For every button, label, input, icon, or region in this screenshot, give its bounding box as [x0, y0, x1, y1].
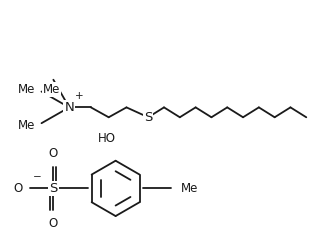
Text: O: O	[49, 147, 58, 160]
Text: Me: Me	[43, 83, 60, 96]
Text: Me: Me	[18, 83, 36, 96]
Text: Me: Me	[181, 182, 198, 195]
Text: S: S	[49, 182, 57, 195]
Text: N: N	[64, 101, 74, 114]
Text: Me: Me	[18, 119, 36, 132]
Text: HO: HO	[98, 132, 116, 146]
Text: O: O	[14, 182, 23, 195]
Text: +: +	[75, 91, 83, 101]
Text: −: −	[33, 172, 42, 182]
Text: O: O	[49, 217, 58, 230]
Text: S: S	[144, 111, 152, 124]
